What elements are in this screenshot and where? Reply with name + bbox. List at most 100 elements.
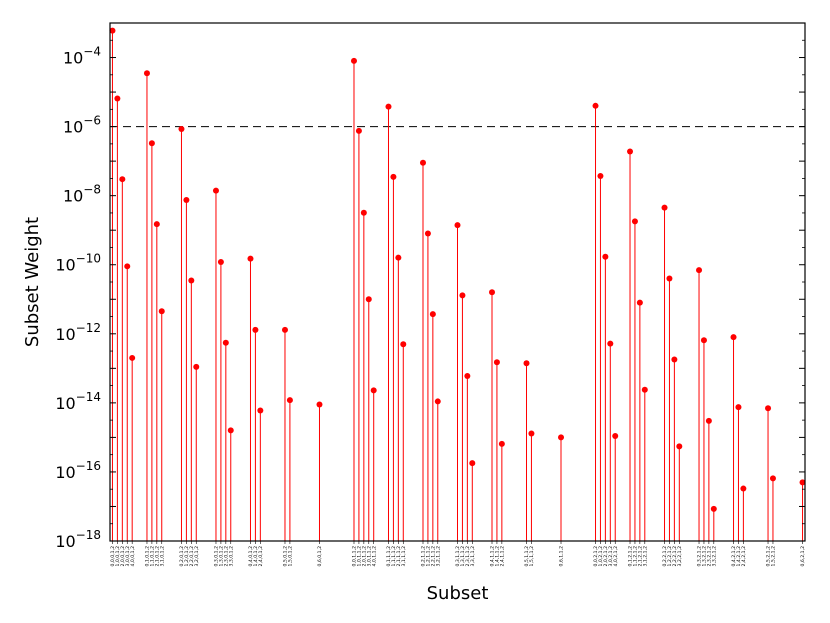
x-tick-label: 0,2,2,1,2	[662, 546, 668, 567]
stem-marker	[365, 296, 372, 303]
stem-marker	[193, 363, 200, 370]
stem-marker	[316, 401, 323, 408]
stem-marker	[419, 159, 426, 166]
stem-marker	[597, 173, 604, 180]
stem-marker	[676, 443, 683, 450]
stem-marker	[523, 360, 530, 367]
x-tick-label: 2,3,0,1,2	[223, 546, 229, 567]
stem-marker	[350, 57, 357, 64]
stem-marker	[212, 187, 219, 194]
stem-marker	[454, 222, 461, 229]
x-tick-label: 0,1,2,1,2	[628, 546, 634, 567]
y-tick-label: 10−12	[55, 321, 101, 344]
markers	[109, 27, 806, 512]
x-tick-label: 4,0,1,1,2	[371, 546, 377, 567]
stem-marker	[799, 479, 806, 486]
stems	[111, 30, 804, 541]
x-tick-label: 3,1,0,1,2	[159, 546, 165, 567]
y-tick-label: 10−16	[55, 459, 101, 482]
stem-marker	[222, 339, 229, 346]
stem-marker	[360, 209, 367, 216]
x-tick-label: 0,0,1,1,2	[352, 546, 358, 567]
x-tick-label: 0,3,2,1,2	[697, 546, 703, 567]
stem-marker	[355, 127, 362, 134]
x-tick-label: 0,4,0,1,2	[248, 546, 254, 567]
stem-marker	[627, 148, 634, 155]
x-tick-label: 3,2,2,1,2	[677, 546, 683, 567]
x-tick-label: 3,2,1,1,2	[435, 546, 441, 567]
x-tick-label: 1,2,1,1,2	[426, 546, 432, 567]
x-tick-label: 3,1,1,1,2	[401, 546, 407, 567]
stem-marker	[252, 326, 259, 333]
x-tick-label: 1,2,0,1,2	[184, 546, 190, 567]
x-tick-label: 0,6,2,1,2	[800, 546, 806, 567]
stem-marker	[696, 267, 703, 274]
x-tick-label: 3,3,2,1,2	[711, 546, 717, 567]
stem-marker	[109, 27, 116, 34]
stem-marker	[730, 334, 737, 341]
stem-marker	[434, 398, 441, 405]
stem-marker	[705, 417, 712, 424]
stem-marker	[769, 475, 776, 482]
stem-marker	[607, 340, 614, 347]
x-tick-label: 3,3,0,1,2	[228, 546, 234, 567]
stem-marker	[671, 356, 678, 363]
stem-marker	[217, 258, 224, 265]
axes-frame	[109, 22, 806, 542]
y-tick-label: 10−18	[55, 528, 101, 551]
stem-marker	[400, 341, 407, 348]
x-tick-label: 0,6,0,1,2	[317, 546, 323, 567]
stem-marker	[286, 397, 293, 404]
stem-marker	[666, 275, 673, 282]
stem-marker	[489, 289, 496, 296]
x-tick-label: 0,6,1,1,2	[559, 546, 565, 567]
x-tick-label: 0,5,2,1,2	[766, 546, 772, 567]
stem-marker	[641, 386, 648, 393]
x-tick-label: 2,2,2,1,2	[672, 546, 678, 567]
stem-marker	[114, 95, 121, 102]
x-tick-label: 1,5,1,1,2	[529, 546, 535, 567]
stem-marker	[119, 176, 126, 183]
x-tick-label: 2,4,0,1,2	[258, 546, 264, 567]
x-tick-label: 0,5,1,1,2	[524, 546, 530, 567]
x-tick-label: 0,3,1,1,2	[455, 546, 461, 567]
x-tick-label: 0,3,0,1,2	[214, 546, 220, 567]
stem-marker	[498, 440, 505, 447]
x-tick-label: 1,1,2,1,2	[633, 546, 639, 567]
stem-marker	[631, 218, 638, 225]
x-tick-label: 0,2,1,1,2	[421, 546, 427, 567]
stem-marker	[257, 407, 264, 414]
stem-marker	[395, 254, 402, 261]
stem-marker	[129, 354, 136, 361]
y-tick-label: 10−4	[63, 45, 101, 68]
x-tick-label: 0,1,1,1,2	[386, 546, 392, 567]
stem-marker	[700, 337, 707, 344]
stem-marker	[459, 292, 466, 299]
x-tick-label: 2,1,2,1,2	[637, 546, 643, 567]
x-tick-label: 1,3,0,1,2	[219, 546, 225, 567]
y-axis-label: Subset Weight	[22, 217, 43, 347]
x-tick-label: 1,0,1,1,2	[357, 546, 363, 567]
stem-marker	[558, 434, 565, 441]
y-tick-label: 10−6	[63, 114, 101, 137]
x-tick-label: 1,4,1,1,2	[495, 546, 501, 567]
x-tick-label: 1,5,0,1,2	[288, 546, 294, 567]
x-tick-label: 3,0,2,1,2	[608, 546, 614, 567]
x-tick-label: 1,1,0,1,2	[149, 546, 155, 567]
x-tick-label: 1,3,2,1,2	[702, 546, 708, 567]
x-tick-label: 2,0,2,1,2	[603, 546, 609, 567]
stem-marker	[661, 204, 668, 211]
x-tick-label: 2,0,1,1,2	[361, 546, 367, 567]
x-tick-label: 1,1,1,1,2	[391, 546, 397, 567]
stem-marker	[183, 196, 190, 203]
y-tick-label: 10−10	[55, 252, 101, 275]
stem-marker	[227, 427, 234, 434]
y-tick-label: 10−14	[55, 390, 101, 413]
x-tick-label: 2,3,1,1,2	[465, 546, 471, 567]
x-tick-label: 1,2,2,1,2	[667, 546, 673, 567]
x-tick-label: 2,2,0,1,2	[189, 546, 195, 567]
x-tick-label: 1,4,0,1,2	[253, 546, 259, 567]
stem-marker	[143, 70, 150, 77]
x-tick-label: 4,0,0,1,2	[130, 546, 136, 567]
